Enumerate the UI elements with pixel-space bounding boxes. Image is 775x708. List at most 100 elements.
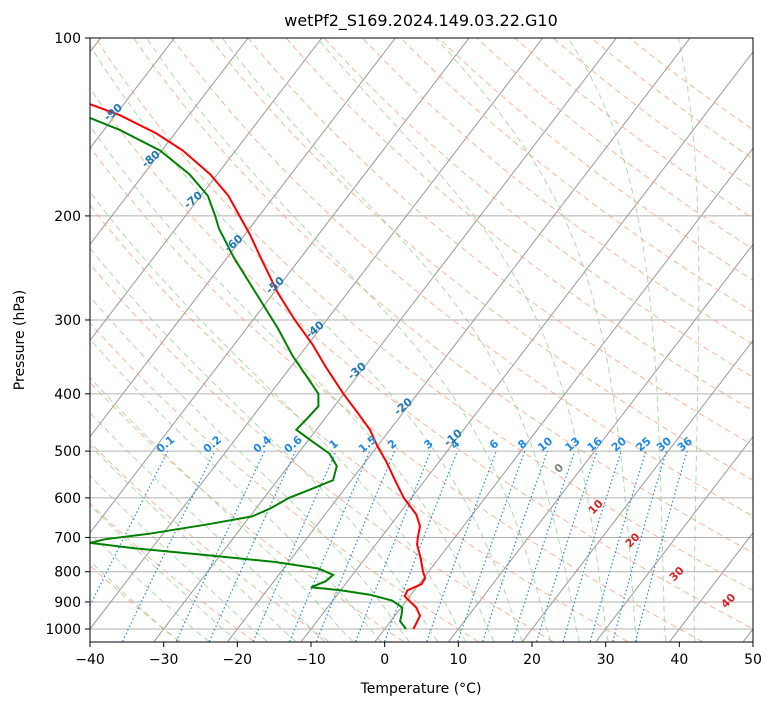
moist-adiabat (90, 376, 354, 642)
isotherm-line (743, 628, 753, 642)
mixing-ratio-line (635, 450, 688, 642)
y-axis-label: Pressure (hPa) (12, 290, 28, 390)
dry-adiabat (90, 441, 329, 642)
moist-adiabat (90, 560, 181, 642)
dry-adiabat (323, 38, 753, 378)
dry-adiabat (90, 204, 628, 642)
y-tick-label: 200 (54, 209, 81, 225)
dry-adiabat (476, 38, 753, 250)
dry-adiabat (90, 564, 180, 642)
mixing-ratio-line (562, 450, 622, 642)
isotherm-line (374, 147, 753, 642)
dry-adiabat (90, 502, 255, 642)
x-tick-label: 50 (744, 652, 762, 668)
dry-adiabat (362, 38, 753, 345)
moist-adiabat (90, 532, 210, 642)
dry-adiabat (247, 38, 753, 446)
dry-adiabat (90, 322, 479, 642)
mixing-ratio-line (384, 450, 458, 642)
moist-adiabat-label: 10 (586, 497, 606, 517)
y-tick-label: 300 (54, 313, 81, 329)
y-tick-label: 600 (54, 491, 81, 507)
dewpoint-trace (90, 116, 407, 630)
moist-adiabat-label: 40 (718, 591, 738, 611)
y-tick-label: 900 (54, 595, 81, 611)
mixing-ratio-line (426, 450, 497, 642)
isotherm-label: -90 (101, 101, 125, 124)
moist-adiabat (316, 38, 609, 642)
moist-adiabat (90, 444, 297, 642)
dry-adiabat (90, 87, 753, 630)
moist-adiabat (90, 125, 495, 642)
mixing-ratio-line (612, 450, 667, 642)
moist-adiabat (90, 295, 410, 642)
y-tick-label: 800 (54, 565, 81, 581)
isotherm-line (227, 38, 691, 642)
dry-adiabat (95, 38, 753, 592)
moist-adiabat-label: 0 (552, 461, 567, 476)
y-tick-label: 100 (54, 31, 81, 47)
mixing-ratio-line (482, 450, 549, 642)
mixing-ratio-line (208, 450, 297, 642)
temperature-trace (90, 103, 427, 630)
mixing-ratio-line (289, 450, 371, 642)
x-tick-label: −40 (75, 652, 105, 668)
x-axis: −40 −30 −20 −10 0 10 20 30 40 50 (75, 642, 762, 668)
moist-adiabat-label: 30 (667, 564, 687, 584)
mixing-ratio-label: 1.5 (356, 433, 379, 455)
x-tick-label: 30 (597, 652, 615, 668)
moist-adiabat (146, 38, 552, 642)
mixing-ratio-line (589, 450, 647, 642)
moist-adiabat (90, 411, 325, 642)
dry-adiabat (209, 38, 753, 481)
isotherm-line (522, 339, 753, 642)
inline-labels: 0.1 0.2 0.4 0.6 1 1.5 2 3 4 6 8 10 13 16 20 25 30 36-100-… (61, 50, 739, 611)
moist-adiabat (90, 475, 268, 642)
x-axis-label: Temperature (°C) (360, 681, 482, 697)
mixing-ratio-line (457, 450, 526, 642)
x-tick-label: −30 (149, 652, 179, 668)
mixing-ratio-label: 1 (327, 437, 341, 452)
isotherm-line (90, 38, 544, 630)
dry-adiabat (90, 263, 554, 642)
x-tick-label: 10 (449, 652, 467, 668)
moist-adiabat (677, 38, 700, 642)
y-tick-label: 1000 (45, 622, 81, 638)
isotherm-line (669, 532, 753, 642)
dry-adiabat (514, 38, 753, 220)
x-tick-label: 40 (670, 652, 688, 668)
isotherm-label: -70 (181, 188, 205, 211)
isotherm-label: -100 (61, 50, 91, 78)
sounding-traces (90, 103, 427, 630)
dry-adiabat (400, 38, 753, 313)
mixing-ratio-label: 0.2 (201, 433, 224, 455)
dry-adiabat (90, 146, 703, 642)
isotherm-line (595, 435, 753, 642)
y-tick-label: 700 (54, 530, 81, 546)
mixing-ratio-line (536, 450, 598, 642)
mixing-ratio-label: 6 (487, 437, 501, 452)
y-axis: 100 200 300 400 500 600 700 800 900 1000 (45, 31, 90, 638)
x-tick-label: 20 (523, 652, 541, 668)
isotherm-label: -60 (222, 232, 246, 255)
dry-adiabat (90, 381, 404, 642)
isotherm-line (90, 38, 175, 149)
moist-adiabat (435, 38, 638, 642)
moist-adiabat (567, 38, 667, 642)
background-lines (90, 38, 753, 642)
isotherm-line (90, 38, 249, 246)
chart-title: wetPf2_S169.2024.149.03.22.G10 (284, 11, 558, 31)
isotherm-line (90, 38, 470, 534)
dry-adiabat (285, 38, 753, 412)
moist-adiabat (90, 338, 382, 642)
mixing-ratio-line (90, 450, 169, 607)
moist-adiabat (221, 38, 580, 642)
isotherm-line (90, 38, 323, 342)
mixing-ratio-label: 0.4 (251, 433, 275, 456)
mixing-ratio-line (315, 450, 396, 642)
isotherm-line (90, 38, 396, 438)
mixing-ratio-label: 0.1 (154, 433, 177, 455)
x-tick-label: −10 (296, 652, 326, 668)
dry-adiabat (133, 38, 753, 554)
